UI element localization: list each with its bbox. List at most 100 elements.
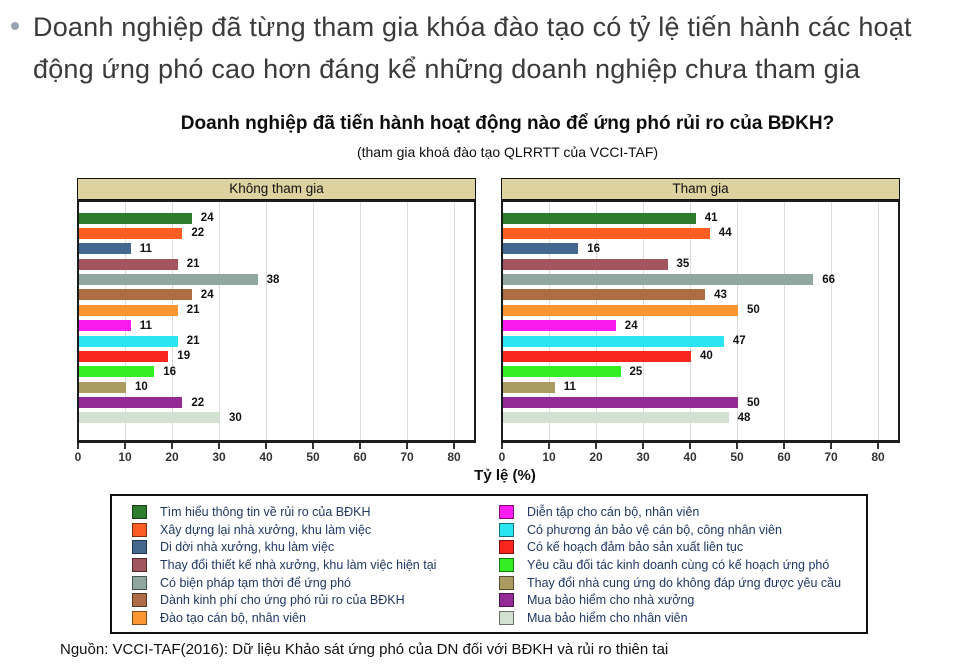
bar-row: 22 (79, 397, 474, 409)
bar-row: 11 (79, 320, 474, 332)
bar-value-label: 30 (229, 411, 242, 424)
legend-item: Thay đổi thiết kế nhà xưởng, khu làm việ… (132, 557, 499, 573)
axis-tick (595, 443, 597, 449)
bar (79, 212, 192, 224)
bar (79, 227, 183, 239)
bar (79, 320, 131, 332)
legend-item: Di dời nhà xưởng, khu làm việc (132, 539, 499, 555)
panel-header: Tham gia (501, 178, 900, 200)
chart-subtitle: (tham gia khoá đào tạo QLRRTT của VCCI-T… (356, 144, 659, 160)
legend-label: Đào tạo cán bộ, nhân viên (160, 610, 306, 625)
bar-row: 21 (79, 258, 474, 270)
bar (79, 274, 258, 285)
legend-swatch (499, 557, 514, 572)
gridline (690, 202, 691, 440)
axis-tick-label: 30 (212, 450, 226, 464)
legend-label: Xây dựng lại nhà xưởng, khu làm việc (160, 522, 372, 537)
legend-swatch (132, 505, 147, 519)
legend-swatch (499, 505, 514, 519)
bar-value-label: 43 (714, 288, 727, 301)
chart-panel: Tham gia 41 44 16 35 66 43 50 24 47 40 25 11 50 48 0 10 2… (498, 178, 900, 465)
bar-row: 11 (79, 243, 474, 255)
source-note: Nguồn: VCCI-TAF(2016): Dữ liệu Khảo sát … (60, 641, 669, 658)
axis-tick (124, 443, 126, 449)
axis-tick (77, 443, 79, 449)
bar (503, 227, 710, 239)
bar-value-label: 25 (629, 365, 643, 378)
bar-value-label: 21 (186, 335, 200, 347)
bar-row: 40 (503, 350, 898, 362)
gridline (737, 202, 738, 440)
legend-label: Có kế hoạch đảm bảo sản xuất liên tục (527, 540, 744, 555)
legend-label: Mua bảo hiểm cho nhà xưởng (527, 593, 695, 608)
bar (79, 397, 183, 408)
gridline (407, 202, 408, 440)
bar-row: 24 (79, 289, 474, 301)
legend-swatch (499, 610, 514, 625)
bar-value-label: 44 (718, 227, 732, 240)
bar-row: 21 (79, 304, 474, 316)
legend-swatch (499, 540, 514, 555)
legend-item: Mua bảo hiểm cho nhà xưởng (499, 592, 866, 608)
bar (503, 366, 621, 378)
legend-swatch (132, 593, 147, 608)
gridline (172, 202, 173, 440)
bar-group: 41 44 16 35 66 43 50 24 47 40 25 11 50 48 (503, 202, 898, 440)
legend-item: Dành kinh phí cho ứng phó rủi ro của BĐK… (132, 592, 499, 608)
axis-tick-label: 20 (165, 450, 179, 464)
slide-heading: Doanh nghiệp đã từng tham gia khóa đào t… (33, 12, 912, 84)
legend-swatch (132, 557, 147, 572)
bar-row: 35 (503, 258, 898, 270)
axis-tick-label: 10 (118, 450, 132, 464)
axis-tick-label: 50 (306, 450, 320, 464)
x-axis: 0 10 20 30 40 50 60 70 80 (498, 443, 900, 465)
bar-row: 24 (79, 212, 474, 224)
bar-row: 48 (503, 412, 898, 424)
x-axis-label: Tỷ lệ (%) (474, 467, 536, 484)
legend-swatch (132, 540, 147, 555)
legend-item: Mua bảo hiểm cho nhân viên (499, 610, 866, 626)
bullet-icon (11, 22, 19, 30)
bar-value-label: 16 (587, 242, 600, 255)
axis-tick-label: 0 (498, 450, 506, 464)
axis-tick-label: 10 (542, 450, 556, 464)
axis-tick (642, 443, 644, 449)
bar-row: 50 (503, 304, 898, 316)
legend-swatch (499, 575, 514, 590)
axis-tick (689, 443, 691, 449)
bar (79, 258, 178, 270)
bar (503, 381, 555, 393)
gridline (219, 202, 220, 440)
bar-value-label: 38 (266, 273, 280, 286)
bar-value-label: 19 (177, 350, 191, 363)
bar (79, 412, 220, 424)
bar-row: 16 (503, 243, 898, 255)
bar-row: 22 (79, 227, 474, 239)
chart-panels: Không tham gia 24 22 11 21 38 24 21 11 21 19 16 10 22… (74, 178, 900, 465)
bar (503, 304, 738, 316)
bar (79, 381, 126, 393)
axis-tick-label: 0 (74, 450, 82, 464)
bar-row: 24 (503, 320, 898, 332)
bar-value-label: 11 (139, 242, 152, 255)
legend-label: Thay đổi nhà cung ứng do không đáp ứng đ… (527, 575, 842, 590)
axis-tick (265, 443, 267, 449)
legend-item: Xây dựng lại nhà xưởng, khu làm việc (132, 522, 499, 538)
axis-tick (406, 443, 408, 449)
bar-value-label: 22 (191, 396, 205, 409)
axis-tick (501, 443, 503, 449)
bar-value-label: 24 (200, 288, 214, 301)
bar (503, 335, 724, 347)
legend-label: Diễn tập cho cán bộ, nhân viên (527, 505, 700, 519)
bar (503, 412, 729, 424)
bar (503, 397, 738, 408)
bar (503, 320, 616, 332)
plot-area: 41 44 16 35 66 43 50 24 47 40 25 11 50 48 (501, 200, 900, 443)
legend-swatch (132, 610, 147, 625)
chart-panel: Không tham gia 24 22 11 21 38 24 21 11 21 19 16 10 22… (74, 178, 476, 465)
axis-tick-label: 60 (777, 450, 791, 464)
axis-tick-label: 60 (353, 450, 367, 464)
bar (503, 274, 814, 285)
axis-tick (218, 443, 220, 449)
axis-tick (312, 443, 314, 449)
